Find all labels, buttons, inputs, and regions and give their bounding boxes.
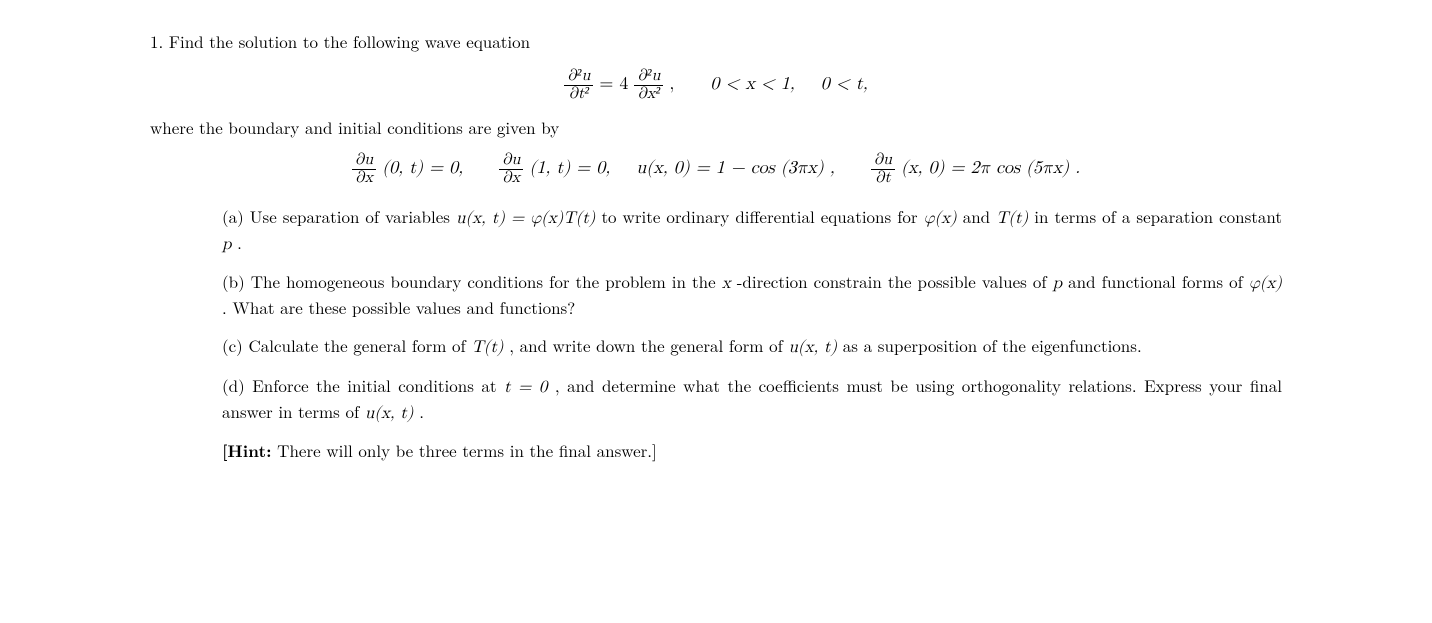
lhs-num: ∂²u bbox=[567, 68, 590, 84]
boundary-conditions: ∂u ∂x (0, t) = 0, ∂u ∂x (1, t) = 0, u(x,… bbox=[150, 152, 1282, 187]
parts-container: (a) Use separation of variables u(x, t) … bbox=[150, 205, 1282, 464]
bc1-arg: (0, t) = 0, bbox=[382, 159, 463, 177]
bc2-fraction: ∂u ∂x bbox=[499, 152, 523, 187]
bc1-num: ∂u bbox=[355, 152, 373, 168]
part-b-text1: The homogeneous boundary conditions for … bbox=[251, 269, 722, 293]
bc1-fraction: ∂u ∂x bbox=[352, 152, 376, 187]
rhs-den: ∂x² bbox=[638, 86, 661, 102]
bc2-den: ∂x bbox=[502, 170, 520, 186]
part-c-text1: Calculate the general form of bbox=[248, 333, 471, 357]
part-d-text1: Enforce the initial conditions at bbox=[252, 373, 504, 397]
hint: [Hint: There will only be three terms in… bbox=[222, 439, 1282, 464]
equals: = bbox=[599, 75, 613, 93]
part-c-label: (c) bbox=[222, 333, 243, 357]
part-d-dot: . bbox=[419, 399, 424, 423]
hint-label: [Hint: bbox=[222, 439, 272, 463]
part-c-u: u(x, t) bbox=[788, 339, 837, 356]
part-a-and: and bbox=[963, 204, 996, 228]
problem-number: 1. bbox=[150, 29, 163, 53]
intro-line: 1. Find the solution to the following wa… bbox=[150, 30, 1282, 54]
rhs-num: ∂²u bbox=[637, 68, 660, 84]
part-a-label: (a) bbox=[222, 204, 244, 228]
bc1-den: ∂x bbox=[355, 170, 373, 186]
part-b-p: p bbox=[1053, 275, 1062, 292]
main-equation: ∂²u ∂t² = 4 ∂²u ∂x² , 0 < x < 1, 0 < t, bbox=[150, 68, 1282, 103]
part-b-x: x bbox=[722, 275, 731, 292]
part-a: (a) Use separation of variables u(x, t) … bbox=[222, 205, 1282, 257]
bc2-arg: (1, t) = 0, bbox=[529, 159, 610, 177]
rhs-fraction: ∂²u ∂x² bbox=[634, 68, 663, 103]
ic2-fraction: ∂u ∂t bbox=[871, 152, 895, 187]
part-c: (c) Calculate the general form of T(t) ,… bbox=[222, 334, 1282, 360]
part-a-text2: to write ordinary differential equations… bbox=[601, 204, 923, 228]
domain-t: 0 < t, bbox=[821, 75, 868, 93]
part-a-eq: u(x, t) = φ(x)T(t) bbox=[456, 210, 595, 227]
part-b: (b) The homogeneous boundary conditions … bbox=[222, 270, 1282, 320]
domain-x: 0 < x < 1, bbox=[710, 75, 794, 93]
part-a-text1: Use separation of variables bbox=[250, 204, 456, 228]
part-b-text4: . What are these possible values and fun… bbox=[222, 295, 575, 319]
ic1: u(x, 0) = 1 − cos (3πx) , bbox=[636, 159, 835, 177]
hint-text: There will only be three terms in the fi… bbox=[277, 438, 657, 462]
lhs-den: ∂t² bbox=[569, 86, 589, 102]
part-d: (d) Enforce the initial conditions at t … bbox=[222, 374, 1282, 426]
part-a-phi: φ(x) bbox=[924, 210, 957, 227]
part-a-text3: in terms of a separation constant bbox=[1034, 204, 1282, 228]
bc2-num: ∂u bbox=[502, 152, 520, 168]
ic2-den: ∂t bbox=[875, 170, 891, 186]
part-b-label: (b) bbox=[222, 269, 245, 293]
part-d-u: u(x, t) bbox=[365, 405, 414, 422]
part-d-t0: t = 0 bbox=[504, 379, 547, 396]
part-a-T: T(t) bbox=[996, 210, 1028, 227]
part-b-phi: φ(x) bbox=[1249, 275, 1282, 292]
intro-text: Find the solution to the following wave … bbox=[169, 29, 530, 53]
part-b-text2: -direction constrain the possible values… bbox=[737, 269, 1053, 293]
part-c-text2: , and write down the general form of bbox=[509, 333, 788, 357]
boundary-intro: where the boundary and initial condition… bbox=[150, 116, 1282, 140]
part-d-label: (d) bbox=[222, 373, 245, 397]
part-a-p: p bbox=[222, 236, 231, 253]
part-a-dot: . bbox=[237, 230, 242, 254]
part-c-text3: as a superposition of the eigenfunctions… bbox=[843, 333, 1142, 357]
comma: , bbox=[669, 75, 674, 93]
part-b-text3: and functional forms of bbox=[1068, 269, 1249, 293]
lhs-fraction: ∂²u ∂t² bbox=[564, 68, 593, 103]
coeff: 4 bbox=[619, 75, 628, 93]
part-c-T: T(t) bbox=[471, 339, 503, 356]
ic2-num: ∂u bbox=[874, 152, 892, 168]
ic2-arg: (x, 0) = 2π cos (5πx) . bbox=[901, 159, 1080, 177]
problem-container: 1. Find the solution to the following wa… bbox=[150, 30, 1282, 464]
